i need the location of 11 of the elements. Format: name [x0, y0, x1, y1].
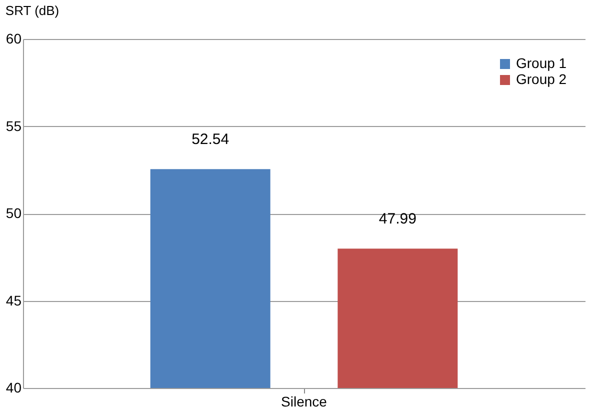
- y-tick-label: 45: [6, 292, 22, 308]
- legend-label: Group 2: [516, 71, 567, 87]
- y-tick-label: 55: [6, 118, 22, 134]
- y-tick-label: 50: [6, 205, 22, 221]
- y-axis-title: SRT (dB): [5, 3, 60, 18]
- y-tick-label: 40: [6, 380, 22, 396]
- x-tick-label: Silence: [281, 394, 328, 410]
- data-label: 52.54: [192, 131, 230, 148]
- y-tick-label: 60: [6, 30, 22, 46]
- data-label: 47.99: [378, 210, 416, 228]
- legend-label: Group 1: [516, 55, 567, 71]
